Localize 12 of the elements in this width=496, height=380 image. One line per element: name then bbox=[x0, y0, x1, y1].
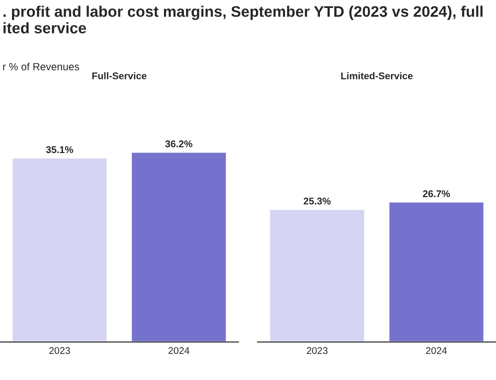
x-tick-label: 2023 bbox=[306, 347, 328, 354]
x-tick-label: 2023 bbox=[49, 347, 70, 354]
x-tick-label: 2024 bbox=[426, 347, 447, 354]
data-label: 35.1% bbox=[46, 146, 74, 154]
data-label: 25.3% bbox=[304, 198, 331, 205]
text: . profit and labor cost margins, September YTD (2023 vs 2024), full ited service bbox=[4, 6, 483, 34]
x-tick-label: 2024 bbox=[168, 347, 190, 354]
chart-title: Limited-Service bbox=[341, 72, 413, 80]
data-label: 36.2% bbox=[165, 140, 192, 148]
text: r % of Revenues bbox=[3, 62, 80, 70]
chart-title: Full-Service bbox=[92, 72, 146, 80]
data-label: 26.7% bbox=[422, 190, 450, 198]
